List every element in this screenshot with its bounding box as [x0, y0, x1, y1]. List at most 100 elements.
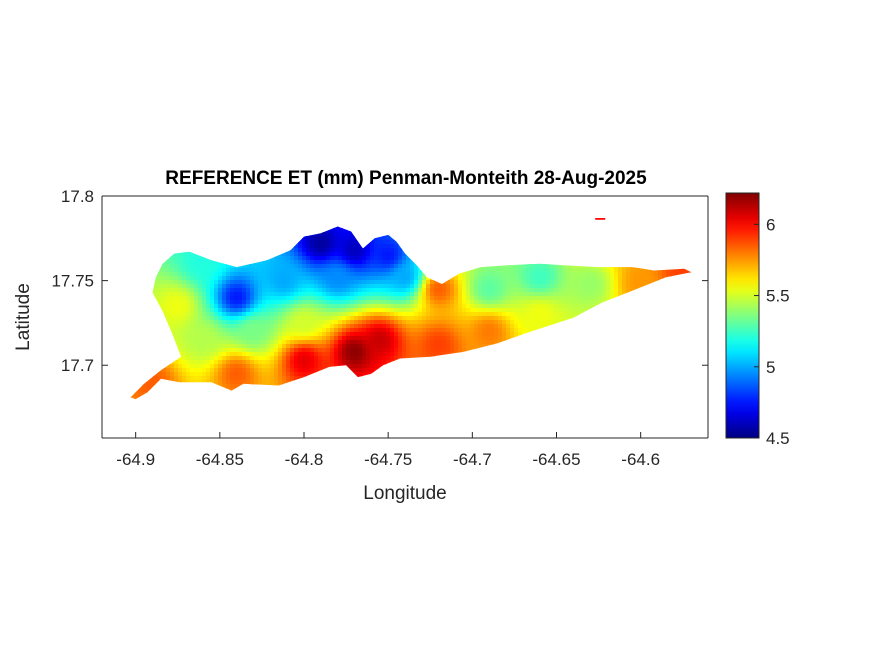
- heat-cell: [206, 364, 211, 369]
- heat-cell: [254, 368, 259, 373]
- heat-cell: [382, 360, 387, 365]
- heat-cell: [490, 300, 495, 305]
- heat-cell: [342, 336, 347, 341]
- heat-cell: [502, 308, 507, 313]
- heat-cell: [182, 308, 187, 313]
- heat-cell: [210, 328, 215, 333]
- heat-cell: [362, 356, 367, 361]
- heat-cell: [230, 312, 235, 317]
- heat-cell: [246, 272, 251, 277]
- heat-cell: [322, 304, 327, 309]
- heat-cell: [482, 344, 487, 349]
- heat-cell: [154, 376, 159, 381]
- heat-cell: [314, 276, 319, 281]
- heat-cell: [482, 292, 487, 297]
- heat-cell: [306, 240, 311, 245]
- heat-cell: [426, 348, 431, 353]
- heat-cell: [306, 348, 311, 353]
- heat-cell: [498, 328, 503, 333]
- heat-cell: [466, 284, 471, 289]
- heat-cell: [390, 244, 395, 249]
- heat-cell: [350, 272, 355, 277]
- heat-cell: [270, 336, 275, 341]
- heat-cell: [338, 308, 343, 313]
- heat-cell: [322, 328, 327, 333]
- heat-cell: [194, 316, 199, 321]
- heat-cell: [466, 308, 471, 313]
- heat-cell: [450, 348, 455, 353]
- heat-cell: [318, 296, 323, 301]
- heat-cell: [194, 356, 199, 361]
- heat-cell: [398, 336, 403, 341]
- heat-cell: [338, 244, 343, 249]
- heat-cell: [262, 288, 267, 293]
- heat-cell: [210, 288, 215, 293]
- heat-cell: [438, 348, 443, 353]
- heat-cell: [226, 340, 231, 345]
- heat-cell: [330, 308, 335, 313]
- heat-cell: [314, 240, 319, 245]
- heat-cell: [198, 280, 203, 285]
- heat-cell: [342, 320, 347, 325]
- heat-cell: [394, 272, 399, 277]
- heat-cell: [334, 280, 339, 285]
- heat-cell: [238, 308, 243, 313]
- heat-cell: [158, 276, 163, 281]
- heat-cell: [334, 352, 339, 357]
- heat-cell: [398, 268, 403, 273]
- heat-cell: [442, 304, 447, 309]
- heat-cell: [166, 308, 171, 313]
- heat-cell: [414, 304, 419, 309]
- heat-cell: [306, 260, 311, 265]
- heat-cell: [466, 312, 471, 317]
- heat-cell: [242, 292, 247, 297]
- heat-cell: [274, 304, 279, 309]
- heat-cell: [270, 308, 275, 313]
- heat-cell: [186, 304, 191, 309]
- heat-cell: [246, 276, 251, 281]
- heat-cell: [190, 336, 195, 341]
- heat-cell: [358, 280, 363, 285]
- heat-cell: [374, 304, 379, 309]
- heat-cell: [298, 368, 303, 373]
- heat-cell: [222, 368, 227, 373]
- heat-cell: [198, 332, 203, 337]
- heat-cell: [162, 280, 167, 285]
- heat-cell: [242, 296, 247, 301]
- heat-cell: [266, 332, 271, 337]
- heat-cell: [366, 364, 371, 369]
- heat-cell: [374, 284, 379, 289]
- heat-cell: [310, 320, 315, 325]
- heat-cell: [178, 264, 183, 269]
- heat-cell: [478, 340, 483, 345]
- heat-cell: [262, 332, 267, 337]
- heat-cell: [342, 276, 347, 281]
- heat-cell: [230, 292, 235, 297]
- heat-cell: [370, 344, 375, 349]
- heat-cell: [450, 336, 455, 341]
- heat-cell: [314, 368, 319, 373]
- heat-cell: [330, 240, 335, 245]
- heat-cell: [310, 336, 315, 341]
- heat-cell: [206, 320, 211, 325]
- heat-cell: [270, 320, 275, 325]
- heat-cell: [246, 352, 251, 357]
- heat-cell: [202, 300, 207, 305]
- heat-cell: [314, 344, 319, 349]
- heat-cell: [194, 296, 199, 301]
- heat-cell: [362, 308, 367, 313]
- heat-cell: [406, 280, 411, 285]
- heat-cell: [190, 280, 195, 285]
- heat-cell: [502, 304, 507, 309]
- heat-cell: [230, 284, 235, 289]
- heat-cell: [182, 296, 187, 301]
- heat-cell: [186, 332, 191, 337]
- heat-cell: [346, 288, 351, 293]
- heat-cell: [502, 300, 507, 305]
- heat-cell: [422, 300, 427, 305]
- heat-cell: [262, 260, 267, 265]
- heat-cell: [474, 284, 479, 289]
- heat-cell: [222, 372, 227, 377]
- heat-cell: [294, 340, 299, 345]
- heat-cell: [362, 372, 367, 377]
